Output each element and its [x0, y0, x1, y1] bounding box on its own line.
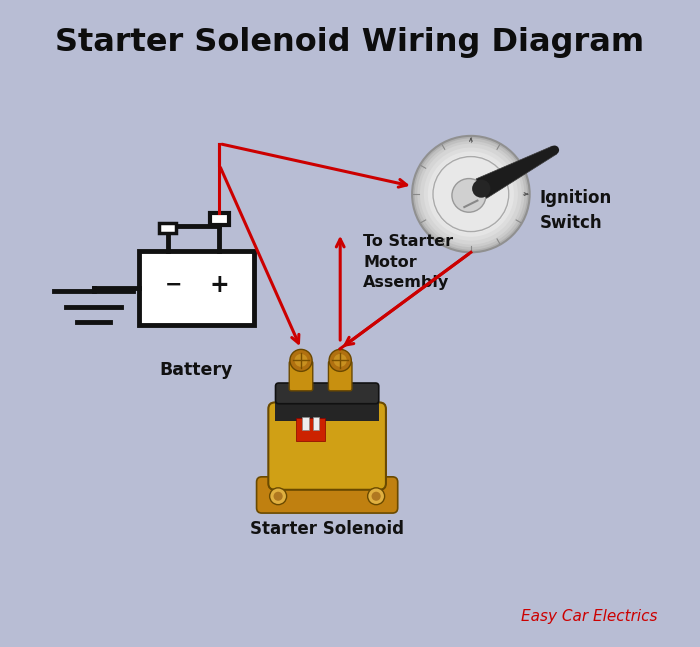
FancyBboxPatch shape: [289, 361, 313, 391]
Circle shape: [412, 136, 530, 252]
Circle shape: [472, 180, 491, 198]
Circle shape: [270, 488, 286, 505]
Text: To Starter
Motor
Assembly: To Starter Motor Assembly: [363, 234, 453, 290]
Circle shape: [290, 349, 312, 371]
Circle shape: [334, 354, 346, 367]
FancyBboxPatch shape: [302, 417, 309, 430]
Text: −: −: [164, 275, 182, 294]
Circle shape: [372, 492, 381, 501]
FancyBboxPatch shape: [275, 398, 379, 421]
FancyBboxPatch shape: [328, 361, 352, 391]
Circle shape: [428, 151, 514, 237]
FancyBboxPatch shape: [268, 402, 386, 490]
Text: +: +: [209, 272, 229, 297]
Circle shape: [417, 141, 524, 247]
Circle shape: [295, 354, 307, 367]
Text: Starter Solenoid Wiring Diagram: Starter Solenoid Wiring Diagram: [55, 27, 645, 58]
Circle shape: [368, 488, 384, 505]
Text: Ignition
Switch: Ignition Switch: [540, 189, 612, 232]
FancyBboxPatch shape: [139, 250, 253, 325]
Circle shape: [452, 179, 486, 212]
Text: Battery: Battery: [160, 361, 233, 378]
Circle shape: [414, 138, 527, 250]
FancyBboxPatch shape: [160, 223, 176, 232]
FancyBboxPatch shape: [209, 213, 229, 225]
FancyBboxPatch shape: [313, 417, 319, 430]
Text: Starter Solenoid: Starter Solenoid: [250, 520, 404, 538]
Circle shape: [329, 349, 351, 371]
Polygon shape: [476, 146, 556, 199]
Circle shape: [550, 146, 559, 155]
Circle shape: [433, 157, 509, 232]
Text: Easy Car Electrics: Easy Car Electrics: [521, 609, 657, 624]
Circle shape: [420, 144, 522, 245]
Circle shape: [424, 148, 518, 241]
Circle shape: [432, 155, 510, 233]
FancyBboxPatch shape: [257, 477, 398, 513]
FancyBboxPatch shape: [296, 418, 326, 441]
Circle shape: [274, 492, 283, 501]
FancyBboxPatch shape: [276, 383, 379, 404]
